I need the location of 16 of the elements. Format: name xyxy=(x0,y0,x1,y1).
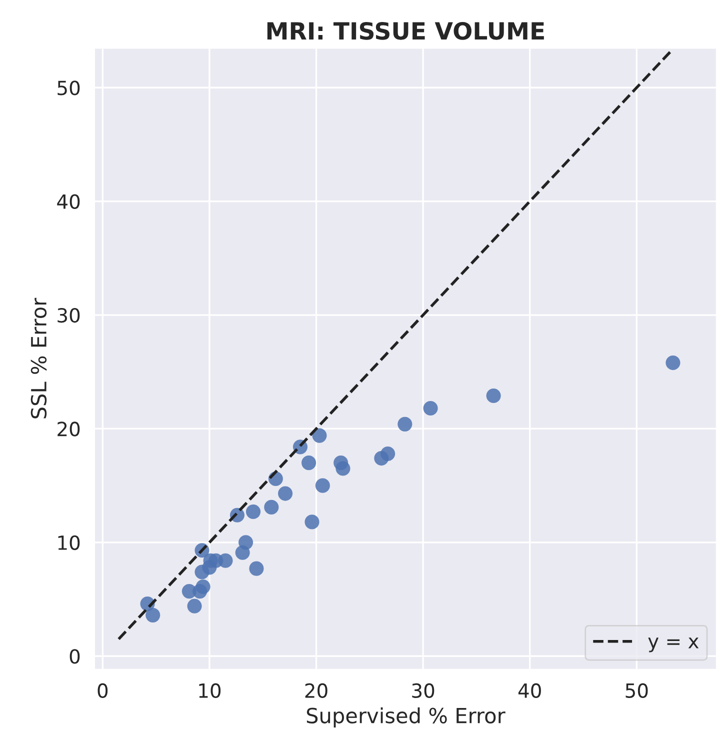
y-tick-label: 30 xyxy=(58,308,80,323)
y-tick-label: 10 xyxy=(58,535,80,550)
x-tick-label: 30 xyxy=(412,683,434,698)
x-tick-label: 40 xyxy=(518,683,541,698)
x-tick-label: 10 xyxy=(199,683,221,698)
x-tick-label: 20 xyxy=(305,683,328,698)
y-tick-label: 20 xyxy=(58,422,80,436)
x-axis-title: Supervised % Error xyxy=(306,707,506,728)
legend-label: y = x xyxy=(648,638,699,652)
y-tick-label: 0 xyxy=(70,649,80,664)
y-axis-title: SSL % Error xyxy=(30,298,47,418)
chart-title: MRI: TISSUE VOLUME xyxy=(267,22,544,40)
x-tick-label: 50 xyxy=(626,683,648,698)
y-tick-label: 40 xyxy=(57,194,80,209)
x-tick-label: 0 xyxy=(98,683,108,698)
y-tick-label: 50 xyxy=(58,80,80,96)
